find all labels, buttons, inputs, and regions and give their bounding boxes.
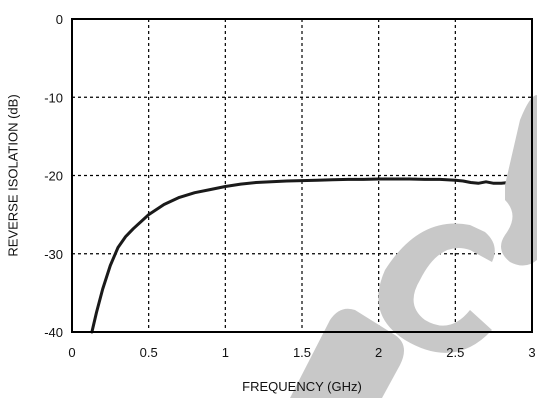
y-axis-label: REVERSE ISOLATION (dB) [6,94,21,256]
y-tick-label: -30 [44,247,63,262]
x-tick-label: 0.5 [140,345,158,360]
watermark [290,95,537,398]
x-tick-labels: 0 0.5 1 1.5 2 2.5 3 [68,345,535,360]
x-tick-label: 1 [222,345,229,360]
x-tick-label: 3 [528,345,535,360]
series-layer [90,177,534,334]
series-line [90,177,534,334]
y-tick-label: -20 [44,169,63,184]
x-tick-label: 2.5 [446,345,464,360]
y-tick-label: -10 [44,90,63,105]
plot-frame [71,18,533,333]
x-tick-label: 1.5 [293,345,311,360]
y-tick-label: 0 [56,12,63,27]
grid-lines [72,19,532,332]
y-tick-labels: 0 -10 -20 -30 -40 [44,12,63,340]
x-axis-label: FREQUENCY (GHz) [242,379,362,394]
x-tick-label: 0 [68,345,75,360]
x-tick-label: 2 [375,345,382,360]
y-tick-label: -40 [44,325,63,340]
